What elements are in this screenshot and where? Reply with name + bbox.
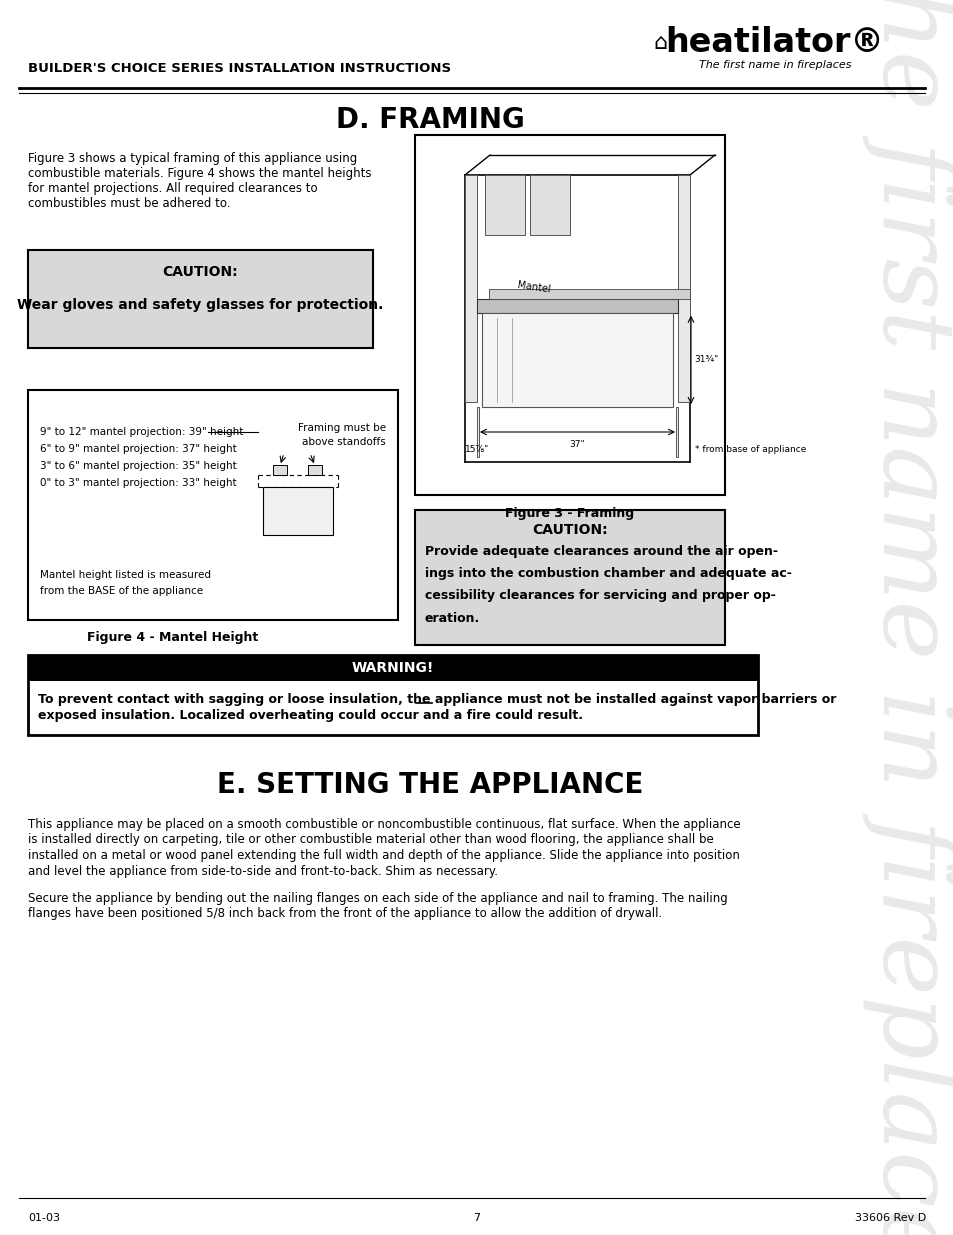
Text: D. FRAMING: D. FRAMING [335, 106, 524, 135]
Text: Secure the appliance by bending out the nailing flanges on each side of the appl: Secure the appliance by bending out the … [28, 892, 727, 905]
Text: CAUTION:: CAUTION: [163, 266, 238, 279]
Text: and level the appliance from side-to-side and front-to-back. Shim as necessary.: and level the appliance from side-to-sid… [28, 864, 497, 878]
Text: from the BASE of the appliance: from the BASE of the appliance [40, 585, 203, 597]
Bar [481, 312, 672, 408]
Text: Figure 4 - Mantel Height: Figure 4 - Mantel Height [88, 631, 258, 645]
Bar [28, 390, 397, 620]
Text: E. SETTING THE APPLIANCE: E. SETTING THE APPLIANCE [216, 771, 642, 799]
Text: Mantel: Mantel [517, 280, 551, 295]
Text: is installed directly on carpeting, tile or other combustible material other tha: is installed directly on carpeting, tile… [28, 834, 713, 846]
Bar [676, 408, 678, 457]
Text: Wear gloves and safety glasses for protection.: Wear gloves and safety glasses for prote… [17, 298, 383, 312]
Text: 31¾": 31¾" [693, 356, 718, 364]
Text: WARNING!: WARNING! [352, 661, 434, 676]
Text: 9" to 12" mantel projection: 39" height: 9" to 12" mantel projection: 39" height [40, 427, 243, 437]
Text: for mantel projections. All required clearances to: for mantel projections. All required cle… [28, 182, 317, 195]
Text: BUILDER'S CHOICE SERIES INSTALLATION INSTRUCTIONS: BUILDER'S CHOICE SERIES INSTALLATION INS… [28, 62, 451, 74]
Text: 01-03: 01-03 [28, 1213, 60, 1223]
Bar [28, 655, 758, 680]
Bar [476, 408, 478, 457]
Bar [28, 249, 373, 348]
Bar [273, 466, 287, 475]
Bar [489, 289, 689, 299]
Text: Framing must be: Framing must be [297, 424, 386, 433]
Bar [464, 175, 476, 403]
Text: above standoffs: above standoffs [302, 437, 386, 447]
Text: The first name in fireplaces: The first name in fireplaces [862, 0, 953, 1235]
Text: * from base of appliance: * from base of appliance [695, 445, 805, 454]
Bar [308, 466, 322, 475]
Text: 37": 37" [569, 440, 585, 450]
Text: Figure 3 shows a typical framing of this appliance using: Figure 3 shows a typical framing of this… [28, 152, 356, 165]
Text: 15⅞": 15⅞" [464, 445, 489, 454]
Text: To prevent contact with sagging or loose insulation, the appliance must not be i: To prevent contact with sagging or loose… [38, 693, 836, 705]
Text: 6" to 9" mantel projection: 37" height: 6" to 9" mantel projection: 37" height [40, 445, 236, 454]
Text: This appliance may be placed on a smooth combustible or noncombustible continuou: This appliance may be placed on a smooth… [28, 818, 740, 831]
Text: combustible materials. Figure 4 shows the mantel heights: combustible materials. Figure 4 shows th… [28, 167, 371, 180]
Bar [484, 175, 524, 235]
Text: 33606 Rev D: 33606 Rev D [854, 1213, 925, 1223]
Text: flanges have been positioned 5/8 inch back from the front of the appliance to al: flanges have been positioned 5/8 inch ba… [28, 908, 661, 920]
Text: Provide adequate clearances around the air open-: Provide adequate clearances around the a… [424, 546, 778, 558]
Text: 0" to 3" mantel projection: 33" height: 0" to 3" mantel projection: 33" height [40, 478, 236, 488]
Text: heatilator®: heatilator® [665, 26, 883, 59]
Text: cessibility clearances for servicing and proper op-: cessibility clearances for servicing and… [424, 589, 775, 603]
Text: ings into the combustion chamber and adequate ac-: ings into the combustion chamber and ade… [424, 568, 791, 580]
Text: Figure 3 - Framing: Figure 3 - Framing [505, 506, 634, 520]
Text: exposed insulation. Localized overheating could occur and a fire could result.: exposed insulation. Localized overheatin… [38, 709, 582, 722]
Text: installed on a metal or wood panel extending the full width and depth of the app: installed on a metal or wood panel exten… [28, 848, 740, 862]
Text: 3" to 6" mantel projection: 35" height: 3" to 6" mantel projection: 35" height [40, 461, 236, 471]
Text: eration.: eration. [424, 611, 479, 625]
Bar [415, 135, 724, 495]
Bar [530, 175, 569, 235]
Text: The first name in fireplaces: The first name in fireplaces [698, 61, 850, 70]
Text: ⌂: ⌂ [652, 33, 666, 53]
Text: CAUTION:: CAUTION: [532, 522, 607, 537]
Text: 7: 7 [473, 1213, 480, 1223]
Bar [476, 299, 678, 312]
Bar [678, 175, 689, 403]
Bar [263, 487, 333, 535]
Bar [415, 510, 724, 645]
Bar [28, 655, 758, 735]
Text: combustibles must be adhered to.: combustibles must be adhered to. [28, 198, 231, 210]
Text: Mantel height listed is measured: Mantel height listed is measured [40, 571, 211, 580]
